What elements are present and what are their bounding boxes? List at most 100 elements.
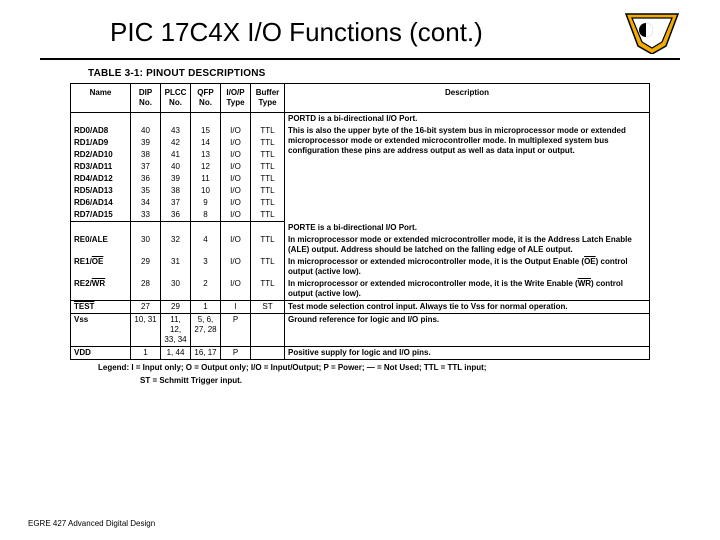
cell: TTL xyxy=(251,234,285,256)
cell: TTL xyxy=(251,149,285,161)
cell: Vss xyxy=(71,313,131,346)
cell: RE2/WR xyxy=(71,278,131,301)
cell xyxy=(161,222,191,234)
col-name: Name xyxy=(71,84,131,113)
cell: 33 xyxy=(131,209,161,222)
cell: RE1/OE xyxy=(71,256,131,278)
title-rule xyxy=(40,58,680,60)
cell xyxy=(221,113,251,126)
header-row: Name DIP No. PLCC No. QFP No. I/O/P Type… xyxy=(71,84,650,113)
cell: TTL xyxy=(251,185,285,197)
cell: 41 xyxy=(161,149,191,161)
cell xyxy=(251,222,285,234)
cell: 43 xyxy=(161,125,191,137)
cell: P xyxy=(221,346,251,359)
col-dip: DIP No. xyxy=(131,84,161,113)
table-row: RE2/WR28302I/OTTLIn microprocessor or ex… xyxy=(71,278,650,301)
table-caption: TABLE 3-1: PINOUT DESCRIPTIONS xyxy=(88,68,650,79)
cell: I/O xyxy=(221,185,251,197)
col-iop: I/O/P Type xyxy=(221,84,251,113)
col-plcc: PLCC No. xyxy=(161,84,191,113)
cell: 11 xyxy=(191,173,221,185)
cell: RD7/AD15 xyxy=(71,209,131,222)
cell: 39 xyxy=(131,137,161,149)
cell: 37 xyxy=(131,161,161,173)
cell: P xyxy=(221,313,251,346)
table-row: VDD11, 4416, 17P Positive supply for logi… xyxy=(71,346,650,359)
cell: TTL xyxy=(251,256,285,278)
cell xyxy=(131,113,161,126)
cell: TEST xyxy=(71,300,131,313)
cell: TTL xyxy=(251,161,285,173)
cell: I/O xyxy=(221,197,251,209)
cell: I/O xyxy=(221,234,251,256)
cell: RD2/AD10 xyxy=(71,149,131,161)
cell: TTL xyxy=(251,209,285,222)
cell xyxy=(251,113,285,126)
cell: 36 xyxy=(131,173,161,185)
cell: 27 xyxy=(131,300,161,313)
cell: RE0/ALE xyxy=(71,234,131,256)
col-qfp: QFP No. xyxy=(191,84,221,113)
cell: PORTE is a bi-directional I/O Port. xyxy=(285,222,650,234)
cell: 11, 12, 33, 34 xyxy=(161,313,191,346)
page-title: PIC 17C4X I/O Functions (cont.) xyxy=(110,17,483,48)
cell: 13 xyxy=(191,149,221,161)
cell: PORTD is a bi-directional I/O Port. xyxy=(285,113,650,126)
cell: 40 xyxy=(161,161,191,173)
cell: I/O xyxy=(221,278,251,301)
cell: This is also the upper byte of the 16-bi… xyxy=(285,125,650,222)
cell: 8 xyxy=(191,209,221,222)
cell: 28 xyxy=(131,278,161,301)
cell: TTL xyxy=(251,137,285,149)
cell: 42 xyxy=(161,137,191,149)
cell: RD3/AD11 xyxy=(71,161,131,173)
cell: 15 xyxy=(191,125,221,137)
table-row: RE0/ALE30324I/OTTLIn microprocessor mode… xyxy=(71,234,650,256)
cell xyxy=(131,222,161,234)
cell: I/O xyxy=(221,137,251,149)
cell: VDD xyxy=(71,346,131,359)
cell xyxy=(71,113,131,126)
col-desc: Description xyxy=(285,84,650,113)
cell: Ground reference for logic and I/O pins. xyxy=(285,313,650,346)
cell: RD6/AD14 xyxy=(71,197,131,209)
cell: In microprocessor or extended microcontr… xyxy=(285,256,650,278)
table-row: PORTE is a bi-directional I/O Port. xyxy=(71,222,650,234)
cell: 10, 31 xyxy=(131,313,161,346)
table-row: PORTD is a bi-directional I/O Port. xyxy=(71,113,650,126)
cell: TTL xyxy=(251,173,285,185)
cell xyxy=(71,222,131,234)
cell: 30 xyxy=(131,234,161,256)
cell: 32 xyxy=(161,234,191,256)
cell: I/O xyxy=(221,125,251,137)
cell: 30 xyxy=(161,278,191,301)
cell: 5, 6, 27, 28 xyxy=(191,313,221,346)
cell: ST xyxy=(251,300,285,313)
cell: 37 xyxy=(161,197,191,209)
cell: I xyxy=(221,300,251,313)
cell: Positive supply for logic and I/O pins. xyxy=(285,346,650,359)
cell: I/O xyxy=(221,149,251,161)
cell: TTL xyxy=(251,197,285,209)
cell: 1 xyxy=(131,346,161,359)
cell: 10 xyxy=(191,185,221,197)
cell: 35 xyxy=(131,185,161,197)
cell: 29 xyxy=(161,300,191,313)
cell xyxy=(161,113,191,126)
cell: 1 xyxy=(191,300,221,313)
cell: 1, 44 xyxy=(161,346,191,359)
cell: 36 xyxy=(161,209,191,222)
table-row: Vss10, 3111, 12, 33, 345, 6, 27, 28P Grou… xyxy=(71,313,650,346)
cell: I/O xyxy=(221,209,251,222)
cell: 38 xyxy=(131,149,161,161)
cell: 16, 17 xyxy=(191,346,221,359)
table-row: RD0/AD8404315I/OTTLThis is also the uppe… xyxy=(71,125,650,137)
cell: In microprocessor or extended microcontr… xyxy=(285,278,650,301)
footer-text: EGRE 427 Advanced Digital Design xyxy=(28,519,155,528)
pinout-table: Name DIP No. PLCC No. QFP No. I/O/P Type… xyxy=(70,83,650,360)
legend-line-2: ST = Schmitt Trigger input. xyxy=(140,376,650,386)
table-row: RE1/OE29313I/OTTLIn microprocessor or ex… xyxy=(71,256,650,278)
cell xyxy=(191,222,221,234)
legend-line-1: Legend: I = Input only; O = Output only;… xyxy=(98,363,650,373)
